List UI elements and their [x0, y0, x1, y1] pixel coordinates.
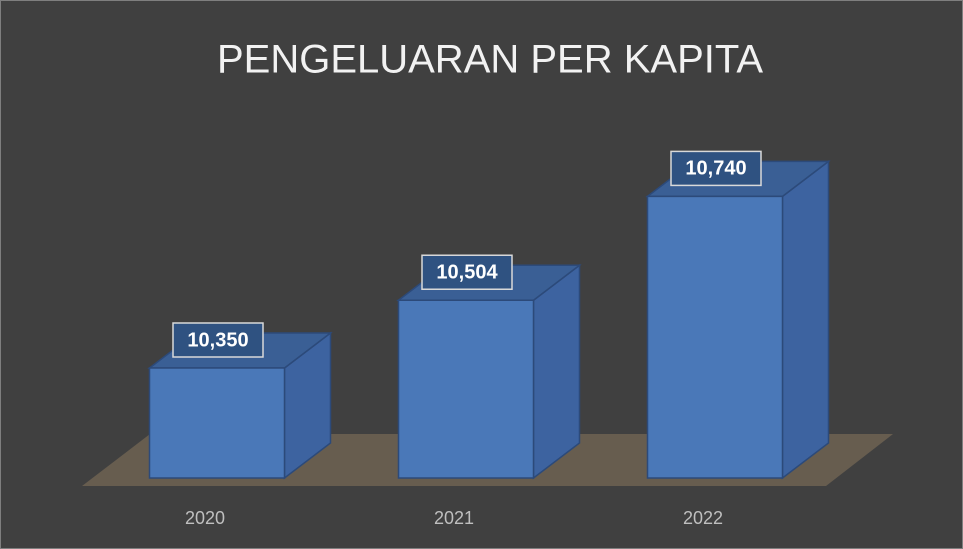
- data-label-box: [172, 322, 264, 358]
- bar-side: [532, 263, 581, 480]
- bar: [148, 367, 286, 479]
- x-tick-label: 2020: [185, 508, 225, 528]
- data-label: 10,740: [685, 158, 746, 180]
- data-label: 10,350: [187, 329, 248, 351]
- data-label-box: [421, 254, 513, 290]
- bar-side: [781, 159, 830, 480]
- bar: [397, 299, 535, 479]
- x-tick-label: 2022: [683, 508, 723, 528]
- x-tick-label: 2021: [434, 508, 474, 528]
- data-label: 10,504: [436, 262, 498, 284]
- data-label-box: [670, 150, 762, 187]
- bar: [646, 195, 784, 479]
- chart-title: PENGELUARAN PER KAPITA: [217, 38, 763, 82]
